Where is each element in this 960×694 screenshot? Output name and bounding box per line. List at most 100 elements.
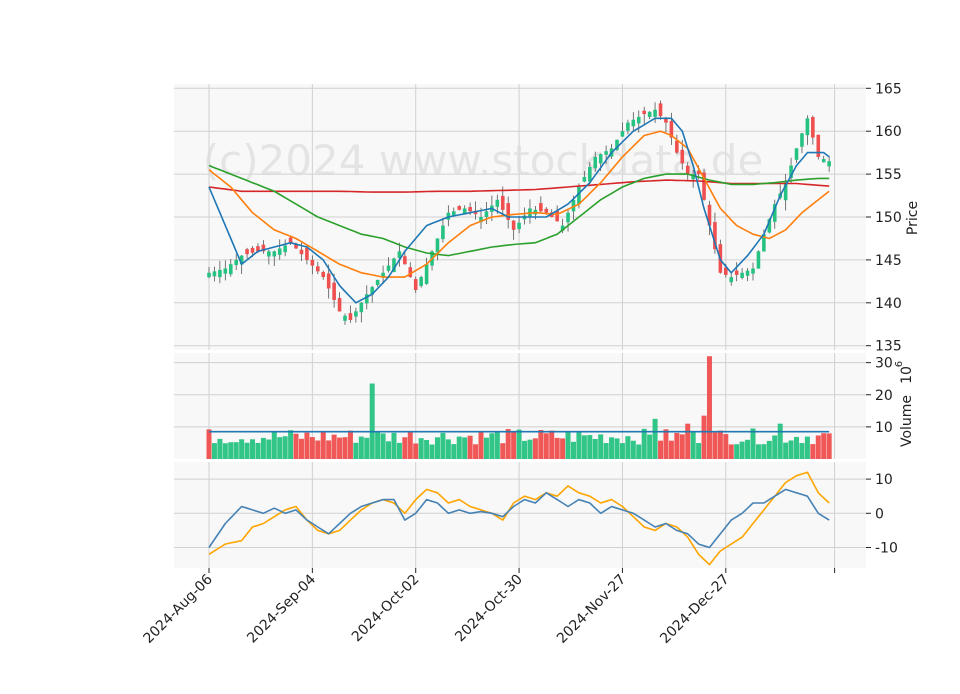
volume-bar <box>326 440 332 459</box>
candle-up <box>598 154 603 164</box>
volume-bar <box>690 431 696 459</box>
candle-down <box>310 259 315 266</box>
volume-bar <box>560 438 566 459</box>
volume-bar <box>500 443 506 459</box>
x-tick-label: 2024-Sep-04 <box>244 571 319 646</box>
volume-bar <box>685 423 691 459</box>
volume-bar <box>641 428 647 459</box>
candle-up <box>827 161 831 167</box>
candle-down <box>348 313 353 320</box>
volume-bar <box>717 430 723 459</box>
candle-down <box>332 282 336 300</box>
volume-bar <box>538 429 544 459</box>
candle-up <box>424 264 429 284</box>
candle-down <box>473 210 478 215</box>
volume-bar <box>347 430 353 459</box>
candle-down <box>408 267 413 278</box>
candle-down <box>294 243 298 249</box>
candle-up <box>223 268 228 274</box>
volume-bar <box>331 434 337 459</box>
candle-up <box>740 272 744 278</box>
candle-up <box>441 225 445 240</box>
oscillator-tick-label: -10 <box>875 540 898 556</box>
volume-bar <box>750 428 756 459</box>
candle-down <box>316 266 320 272</box>
x-tick-label: 2024-Nov-27 <box>554 572 629 647</box>
volume-bar <box>320 431 326 459</box>
volume-bar <box>554 437 560 459</box>
candle-up <box>228 264 233 275</box>
candle-down <box>680 149 685 164</box>
candle-up <box>636 116 641 124</box>
price-tick-label: 150 <box>875 210 902 226</box>
volume-bar <box>761 444 767 459</box>
oscillator-line-a <box>208 488 830 549</box>
candle-down <box>544 208 549 213</box>
candle-up <box>392 258 396 272</box>
volume-bar <box>570 441 576 459</box>
candle-up <box>751 268 755 274</box>
volume-bar <box>483 437 489 459</box>
volume-bar <box>429 444 435 459</box>
ma-mid-line <box>208 130 830 278</box>
price-tick-label: 145 <box>875 253 902 269</box>
volume-bar <box>821 433 827 459</box>
price-tick-label: 165 <box>875 81 902 97</box>
candle-up <box>566 212 570 223</box>
volume-bar <box>402 437 408 459</box>
candle-up <box>462 208 467 215</box>
volume-bar <box>467 435 473 459</box>
volume-bar <box>794 436 800 459</box>
candle-down <box>669 120 674 138</box>
volume-axis-scale-exponent: 6 <box>894 361 905 367</box>
candle-up <box>370 287 374 295</box>
volume-bar <box>603 443 609 459</box>
candle-up <box>354 311 358 317</box>
candle-down <box>468 207 472 212</box>
volume-bar <box>815 435 821 459</box>
volume-bar <box>277 437 283 459</box>
volume-bar <box>462 437 468 459</box>
volume-bar <box>418 438 424 459</box>
volume-bar <box>489 433 495 459</box>
volume-bar <box>532 438 538 459</box>
volume-bar <box>788 440 794 459</box>
oscillator-tick-label: 10 <box>875 472 893 488</box>
ma-short-line <box>208 117 830 304</box>
volume-bar <box>206 429 212 459</box>
volume-bar <box>456 436 462 459</box>
volume-bar <box>369 383 375 459</box>
candle-up <box>588 166 592 182</box>
price-tick-label: 135 <box>875 339 902 355</box>
volume-bar <box>674 432 680 459</box>
volume-bar <box>211 443 217 459</box>
volume-bar <box>668 440 674 459</box>
oscillator-tick-label: 0 <box>875 506 884 522</box>
candle-down <box>457 206 462 210</box>
volume-bar <box>298 438 304 459</box>
volume-bar <box>701 415 707 459</box>
volume-bar <box>505 429 511 459</box>
candle-up <box>767 219 772 233</box>
volume-bar <box>413 443 419 459</box>
volume-bar <box>728 444 734 459</box>
candle-up <box>653 109 657 117</box>
candle-up <box>593 156 598 169</box>
candle-up <box>577 186 581 205</box>
oscillator-line-b <box>208 471 830 566</box>
volume-bar <box>407 432 413 459</box>
candle-down <box>326 273 331 289</box>
candle-up <box>446 212 451 220</box>
indicator-lines <box>208 117 830 566</box>
volume-bar <box>380 433 386 459</box>
candle-down <box>675 140 679 153</box>
candle-up <box>756 251 761 269</box>
candle-down <box>642 110 646 115</box>
volume-bar <box>723 434 729 459</box>
watermark-text: (c)2024 www.stockdata.de <box>203 136 764 185</box>
volume-bar <box>478 431 484 459</box>
volume-bar <box>244 442 250 459</box>
candle-down <box>734 270 739 275</box>
volume-bar <box>304 432 310 459</box>
